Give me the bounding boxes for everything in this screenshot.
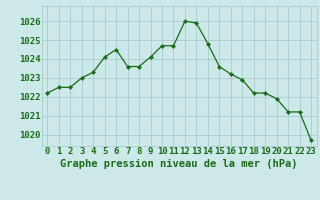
X-axis label: Graphe pression niveau de la mer (hPa): Graphe pression niveau de la mer (hPa)	[60, 159, 298, 169]
